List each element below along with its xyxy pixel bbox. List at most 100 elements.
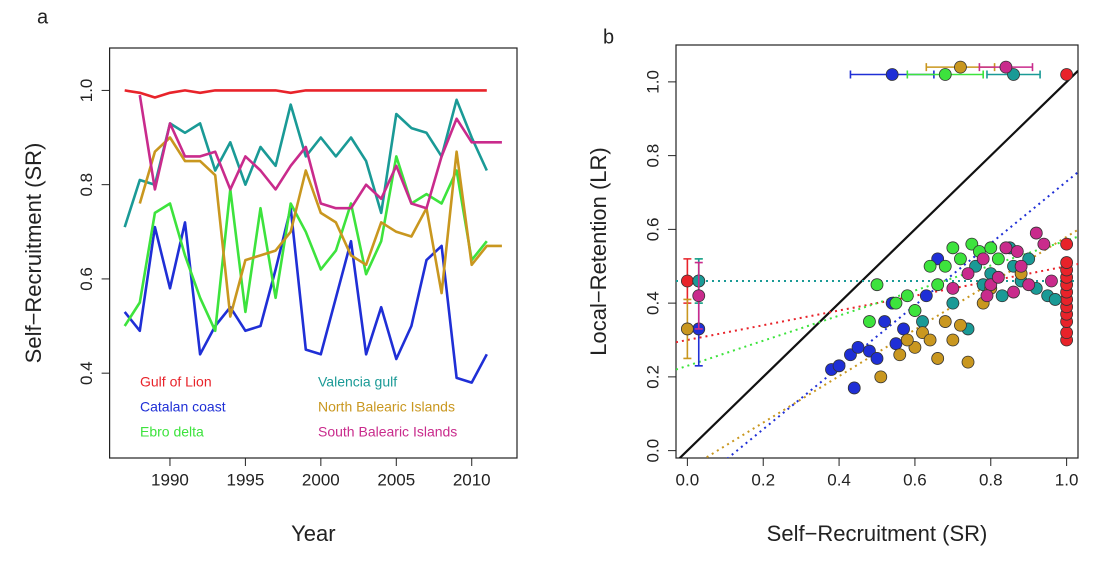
one-to-one-line bbox=[678, 70, 1078, 458]
legend-label: Ebro delta bbox=[140, 424, 204, 440]
point bbox=[870, 278, 884, 292]
series-line bbox=[124, 89, 487, 99]
sr-mean bbox=[1060, 68, 1074, 81]
point bbox=[1007, 285, 1020, 299]
point bbox=[1060, 256, 1074, 269]
y-tick-label: 0.8 bbox=[643, 144, 662, 168]
x-tick-label: 0.8 bbox=[979, 470, 1003, 489]
point bbox=[999, 241, 1013, 255]
plot-frame bbox=[108, 47, 518, 459]
point bbox=[1045, 274, 1058, 288]
x-tick-label: 1990 bbox=[151, 470, 189, 489]
point bbox=[870, 352, 884, 365]
point bbox=[889, 337, 903, 351]
point bbox=[991, 270, 1005, 284]
x-tick-label: 1.0 bbox=[1055, 470, 1079, 489]
point bbox=[946, 241, 960, 255]
x-axis-title: Year bbox=[291, 521, 335, 546]
y-tick-label: 1.0 bbox=[643, 70, 662, 94]
point bbox=[984, 241, 998, 255]
y-tick-label: 0.8 bbox=[77, 173, 96, 197]
y-tick-label: 0.6 bbox=[643, 218, 662, 242]
point bbox=[1022, 278, 1036, 292]
legend-label: Gulf of Lion bbox=[140, 374, 212, 390]
x-axis-title: Self−Recruitment (SR) bbox=[767, 521, 988, 546]
y-tick-label: 0.2 bbox=[643, 365, 662, 389]
point bbox=[923, 333, 937, 347]
point bbox=[954, 318, 967, 332]
series-line bbox=[138, 94, 502, 210]
trend-line bbox=[676, 235, 1078, 371]
point bbox=[946, 296, 960, 310]
point bbox=[847, 381, 861, 395]
y-tick-label: 0.6 bbox=[77, 267, 96, 291]
y-axis-title: Self−Recruitment (SR) bbox=[21, 143, 46, 364]
series-line bbox=[138, 136, 502, 318]
point bbox=[946, 281, 960, 295]
point bbox=[995, 289, 1009, 303]
legend-label: South Balearic Islands bbox=[318, 424, 457, 440]
point bbox=[931, 278, 945, 292]
sr-mean bbox=[999, 60, 1013, 74]
x-tick-label: 2005 bbox=[377, 470, 415, 489]
x-tick-label: 0.0 bbox=[676, 470, 700, 489]
legend-label: Valencia gulf bbox=[318, 374, 397, 390]
x-tick-label: 0.6 bbox=[903, 470, 927, 489]
point bbox=[1010, 245, 1024, 258]
y-tick-label: 1.0 bbox=[77, 79, 96, 103]
point bbox=[874, 370, 888, 384]
y-tick-label: 0.4 bbox=[643, 291, 662, 315]
plot-frame bbox=[675, 44, 1079, 459]
point bbox=[908, 304, 922, 317]
x-tick-label: 1995 bbox=[226, 470, 264, 489]
point bbox=[1060, 326, 1074, 340]
point bbox=[946, 333, 960, 347]
point bbox=[961, 267, 975, 281]
point bbox=[1037, 237, 1051, 251]
trend-line bbox=[726, 171, 1078, 458]
point bbox=[1048, 293, 1062, 306]
lr-mean bbox=[680, 322, 694, 336]
point bbox=[1060, 237, 1074, 251]
point bbox=[976, 252, 990, 266]
sr-mean bbox=[885, 68, 899, 81]
sr-mean bbox=[954, 60, 967, 74]
sr-mean bbox=[938, 68, 952, 81]
point bbox=[863, 315, 876, 328]
point bbox=[980, 289, 994, 303]
x-tick-label: 2000 bbox=[302, 470, 340, 489]
x-tick-label: 0.4 bbox=[827, 470, 851, 489]
x-tick-label: 2010 bbox=[453, 470, 491, 489]
point bbox=[991, 252, 1005, 266]
point bbox=[961, 355, 975, 369]
legend-label: Catalan coast bbox=[140, 399, 226, 415]
point bbox=[832, 359, 846, 373]
y-axis-title: Local−Retention (LR) bbox=[586, 147, 611, 356]
point bbox=[923, 259, 937, 273]
point bbox=[954, 252, 967, 266]
point bbox=[938, 315, 952, 328]
point bbox=[900, 289, 914, 303]
point bbox=[878, 315, 891, 328]
panel-label: b bbox=[603, 26, 614, 48]
point bbox=[900, 333, 914, 347]
point bbox=[897, 322, 910, 336]
series-line bbox=[123, 98, 488, 228]
lr-mean bbox=[680, 274, 694, 288]
lr-mean bbox=[692, 289, 706, 303]
point bbox=[919, 289, 933, 303]
x-tick-label: 0.2 bbox=[751, 470, 775, 489]
point bbox=[938, 259, 952, 273]
point bbox=[893, 348, 907, 362]
point bbox=[889, 296, 903, 310]
y-tick-label: 0.4 bbox=[77, 361, 96, 385]
point bbox=[851, 340, 865, 354]
point bbox=[1029, 226, 1043, 240]
point bbox=[931, 352, 945, 365]
panel-label: a bbox=[37, 6, 49, 28]
point bbox=[1014, 259, 1028, 273]
series-line bbox=[123, 206, 488, 384]
y-tick-label: 0.0 bbox=[643, 439, 662, 463]
